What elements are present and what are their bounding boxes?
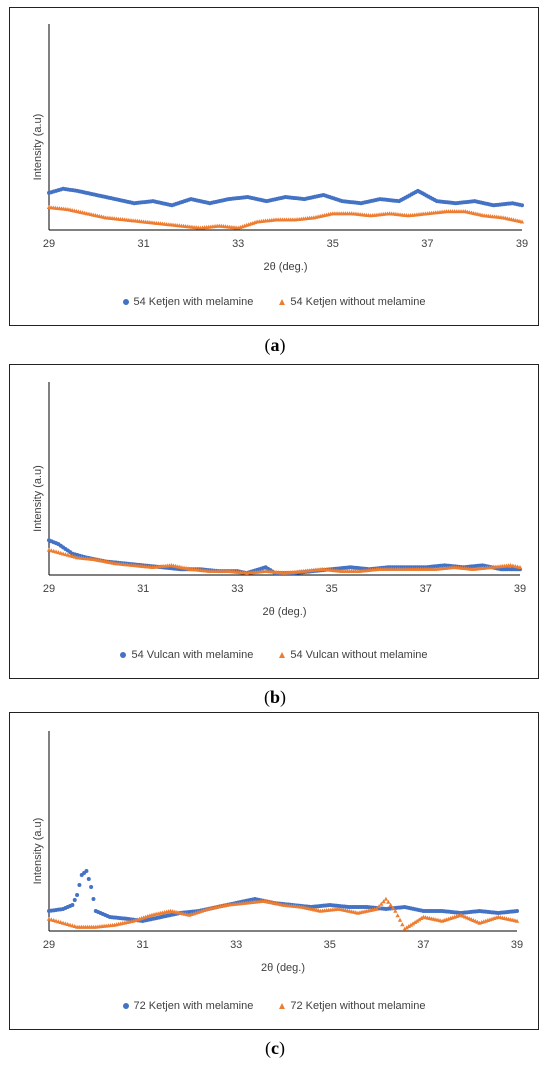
data-point [406, 924, 412, 929]
legend-label: 54 Vulcan without melamine [290, 649, 428, 661]
x-tick-label: 39 [511, 939, 523, 951]
legend-label: 54 Ketjen without melamine [290, 296, 426, 308]
legend-label: 54 Vulcan with melamine [131, 649, 254, 661]
legend-item-series1: 72 Ketjen with melamine [122, 1000, 254, 1012]
data-point [86, 877, 91, 881]
data-point [520, 203, 524, 208]
circle-marker-icon [122, 1003, 129, 1009]
data-point [383, 896, 389, 901]
legend-label: 72 Ketjen without melamine [290, 1000, 426, 1012]
data-point [381, 899, 386, 904]
x-tick-label: 31 [137, 583, 149, 595]
chart-panel-c: 29 31 33 35 37 39 2θ (deg.) Intensity (a.u) 72 … [9, 712, 539, 1030]
legend-item-series2: 54 Ketjen without melamine [279, 296, 425, 308]
x-tick-label: 29 [43, 238, 55, 250]
data-point [379, 901, 384, 906]
x-tick-label: 35 [325, 583, 337, 595]
chart-b-plot: 29 31 33 35 37 39 2θ (deg.) Intensity (a.u) [32, 382, 526, 618]
data-point [376, 904, 382, 909]
data-point [395, 913, 400, 918]
x-tick-label: 37 [421, 238, 433, 250]
x-tick-label: 31 [136, 939, 148, 951]
x-tick-label: 33 [230, 939, 242, 951]
data-point [414, 918, 420, 923]
circle-marker-icon [122, 299, 129, 305]
y-axis-label: Intensity (a.u) [32, 114, 44, 181]
data-point [419, 916, 424, 921]
data-point [393, 908, 398, 913]
triangle-marker-icon [279, 299, 286, 305]
caption-c: (c) [265, 1038, 285, 1058]
chart-panel-a: 29 31 33 35 37 39 2θ (deg.) Intensity (a.u) 54 … [9, 7, 539, 326]
y-axis-label: Intensity (a.u) [32, 465, 44, 532]
x-tick-label: 35 [327, 238, 339, 250]
x-tick-label: 35 [324, 939, 336, 951]
triangle-marker-icon [279, 1003, 286, 1009]
legend-item-series1: 54 Vulcan with melamine [120, 649, 253, 661]
chart-panel-b: 29 31 33 35 37 39 2θ (deg.) Intensity (a.u) 54 … [9, 364, 539, 679]
x-axis-label: 2θ (deg.) [263, 261, 307, 273]
data-point [412, 920, 418, 925]
data-point [390, 905, 396, 910]
caption-a: (a) [264, 335, 286, 355]
legend-item-series1: 54 Ketjen with melamine [122, 296, 254, 308]
x-tick-label: 29 [43, 583, 55, 595]
legend-label: 54 Ketjen with melamine [133, 296, 254, 308]
data-point [417, 917, 422, 922]
data-point [519, 219, 525, 224]
chart-a-legend: 54 Ketjen with melamine 54 Ketjen withou… [10, 296, 538, 308]
data-point [402, 926, 407, 931]
data-point [388, 902, 393, 907]
data-point [514, 918, 520, 923]
legend-item-series2: 72 Ketjen without melamine [279, 1000, 425, 1012]
data-point [91, 897, 96, 901]
data-point [397, 917, 403, 922]
chart-c-legend: 72 Ketjen with melamine 72 Ketjen withou… [10, 1000, 538, 1012]
data-point [404, 925, 409, 930]
data-point [515, 909, 519, 913]
legend-label: 72 Ketjen with melamine [133, 1000, 254, 1012]
x-tick-label: 29 [43, 939, 55, 951]
x-tick-label: 31 [137, 238, 149, 250]
x-tick-label: 33 [231, 583, 243, 595]
data-point [408, 922, 414, 927]
y-axis-label: Intensity (a.u) [32, 818, 44, 885]
data-point [410, 921, 416, 926]
chart-a-plot: 29 31 33 35 37 39 2θ (deg.) Intensity (a.u) [32, 24, 528, 273]
chart-b-legend: 54 Vulcan with melamine 54 Vulcan withou… [10, 649, 538, 661]
x-tick-label: 33 [232, 238, 244, 250]
data-point [77, 883, 82, 887]
data-point [517, 564, 523, 569]
data-point [89, 885, 94, 889]
data-point [374, 906, 379, 911]
x-tick-label: 39 [514, 583, 526, 595]
x-axis-label: 2θ (deg.) [262, 606, 306, 618]
data-point [72, 898, 77, 902]
x-tick-label: 37 [420, 583, 432, 595]
x-axis-label: 2θ (deg.) [261, 962, 305, 974]
data-point [75, 893, 80, 897]
data-point [84, 869, 89, 873]
caption-b: (b) [263, 687, 286, 707]
x-tick-label: 39 [516, 238, 528, 250]
x-tick-label: 37 [417, 939, 429, 951]
triangle-marker-icon [279, 652, 286, 658]
data-point [70, 903, 75, 907]
data-point [386, 899, 391, 904]
circle-marker-icon [120, 652, 127, 658]
legend-item-series2: 54 Vulcan without melamine [279, 649, 428, 661]
data-point [400, 922, 405, 927]
chart-c-plot: 29 31 33 35 37 39 2θ (deg.) Intensity (a.u) [32, 731, 523, 974]
